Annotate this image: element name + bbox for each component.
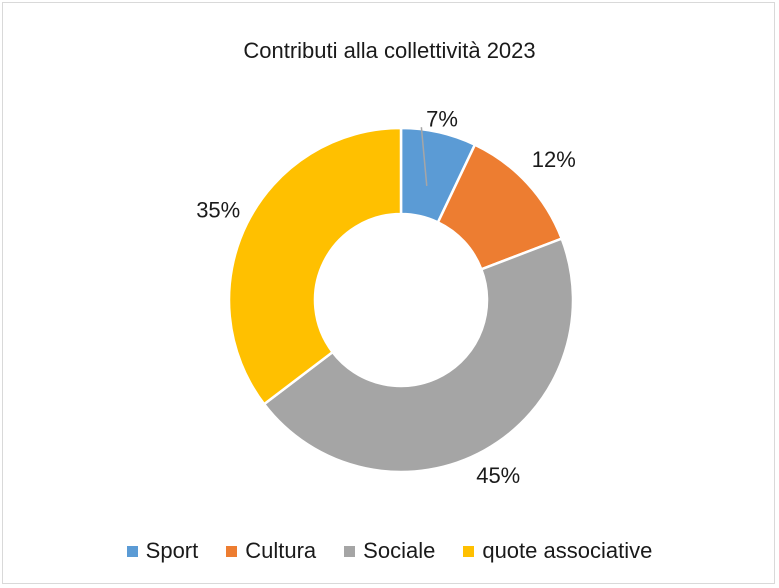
legend-swatch (344, 545, 356, 557)
legend-swatch (126, 545, 138, 557)
leader-line-sport (420, 127, 428, 186)
legend-label: Cultura (245, 538, 317, 563)
legend-label: Sociale (363, 538, 436, 563)
chart-title: Contributi alla collettività 2023 (243, 38, 536, 63)
legend-swatch (226, 545, 238, 557)
legend-item-cultura: Cultura (226, 538, 316, 564)
slice-sociale (262, 237, 575, 474)
data-label-sociale: 45% (476, 463, 520, 488)
data-label-cultura: 12% (532, 147, 576, 172)
legend-label: Sport (145, 538, 199, 563)
slice-quote-associative (227, 126, 403, 406)
legend-swatch (463, 545, 475, 557)
legend-label: quote associative (482, 538, 653, 563)
chart-legend: Sport Cultura Sociale quote associative (0, 538, 779, 564)
legend-item-sport: Sport (126, 538, 199, 564)
legend-item-quote-associative: quote associative (463, 538, 652, 564)
data-label-sport: 7% (426, 107, 458, 132)
legend-item-sociale: Sociale (344, 538, 435, 564)
data-label-quote-associative: 35% (196, 197, 240, 222)
